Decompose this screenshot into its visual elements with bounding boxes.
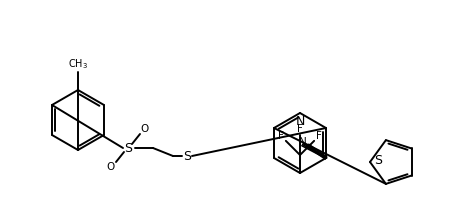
Text: S: S bbox=[373, 154, 381, 166]
Text: N: N bbox=[299, 137, 306, 147]
Text: F: F bbox=[296, 124, 302, 134]
Text: F: F bbox=[277, 131, 283, 141]
Text: O: O bbox=[106, 162, 115, 172]
Text: S: S bbox=[124, 141, 132, 155]
Text: F: F bbox=[316, 131, 322, 141]
Text: O: O bbox=[141, 124, 149, 134]
Text: N: N bbox=[295, 115, 304, 127]
Text: S: S bbox=[183, 149, 191, 163]
Text: CH$_3$: CH$_3$ bbox=[68, 57, 88, 71]
